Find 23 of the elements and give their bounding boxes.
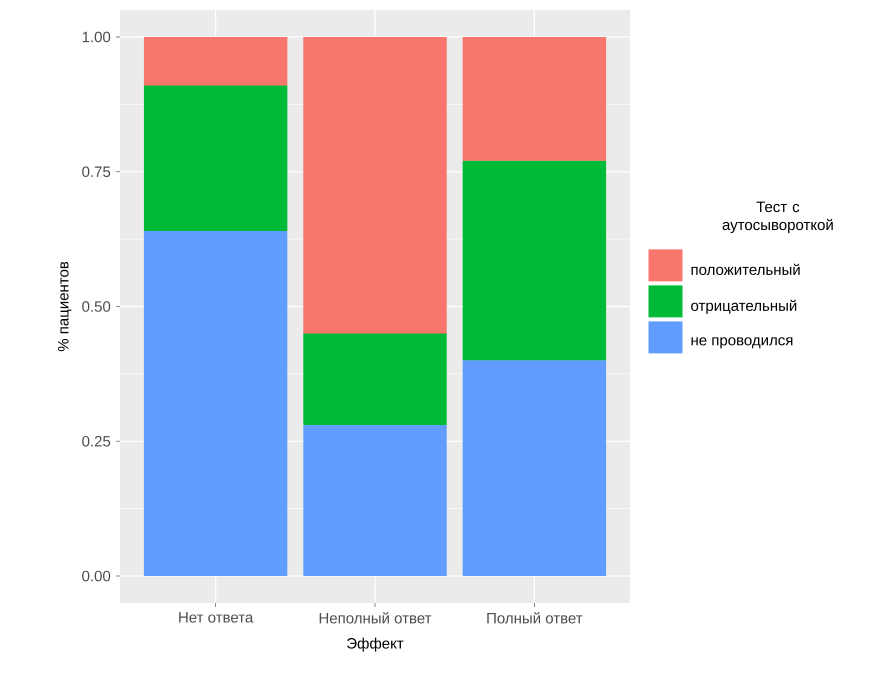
y-tick-label: 0.50	[82, 301, 110, 312]
bar	[144, 36, 288, 86]
bar	[303, 333, 447, 426]
x-axis-title: Эффект	[347, 638, 404, 652]
x-tick-label: Полный ответ	[487, 612, 582, 624]
x-tick-label: Неполный ответ	[320, 612, 432, 624]
y-tick-label: 1.00	[82, 32, 110, 42]
bar	[144, 231, 288, 576]
bar	[144, 85, 288, 232]
y-tick-label: 0.25	[82, 436, 110, 447]
x-tick-label: Нет ответа	[179, 612, 254, 623]
y-axis-title: % пациентов	[58, 262, 72, 352]
legend-label: положительный	[692, 264, 800, 275]
bar	[303, 36, 447, 334]
y-tick-label: 0.00	[82, 570, 110, 582]
bar	[462, 160, 606, 360]
y-tick-label: 0.75	[82, 166, 110, 178]
legend-label: отрицательный	[691, 300, 796, 314]
legend-title: Тест с аутосывороткой	[722, 202, 833, 234]
bar	[462, 360, 606, 576]
legend-label: не проводился	[692, 337, 792, 348]
bar	[462, 36, 606, 161]
bar	[303, 425, 447, 576]
